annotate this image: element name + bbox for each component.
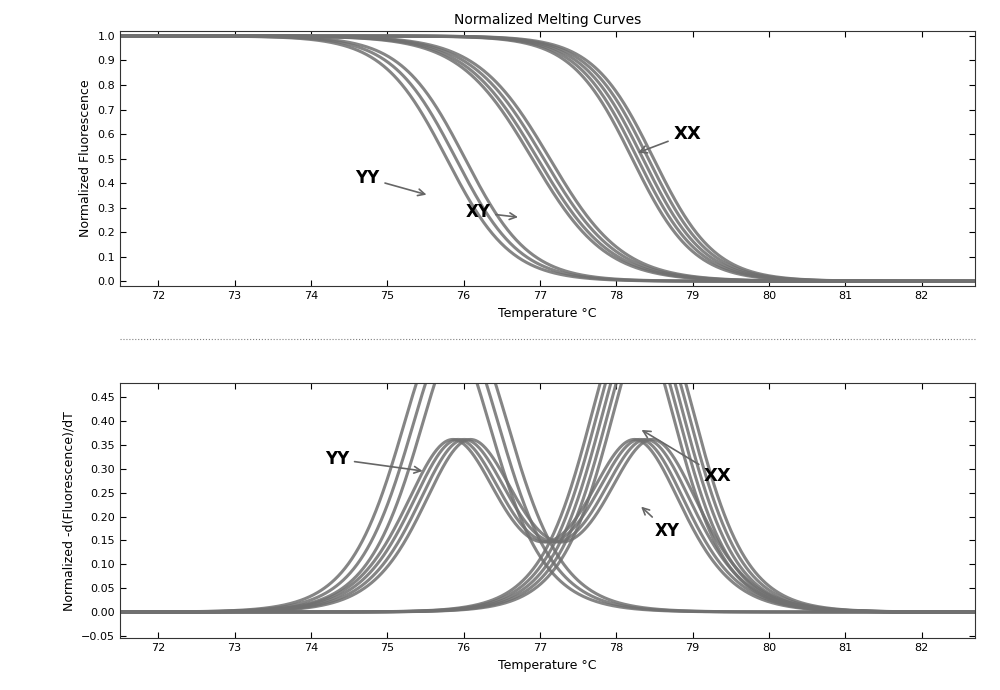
Y-axis label: Normalized Fluorescence: Normalized Fluorescence — [79, 80, 92, 237]
Text: XY: XY — [642, 508, 679, 540]
Text: XY: XY — [465, 204, 516, 221]
Text: YY: YY — [325, 450, 421, 473]
Text: XX: XX — [643, 431, 732, 485]
Text: YY: YY — [355, 169, 425, 195]
Y-axis label: Normalized -d(Fluorescence)/dT: Normalized -d(Fluorescence)/dT — [63, 411, 76, 611]
Text: XX: XX — [640, 125, 701, 153]
X-axis label: Temperature °C: Temperature °C — [498, 659, 597, 671]
Title: Normalized Melting Curves: Normalized Melting Curves — [454, 13, 641, 27]
X-axis label: Temperature °C: Temperature °C — [498, 306, 597, 319]
